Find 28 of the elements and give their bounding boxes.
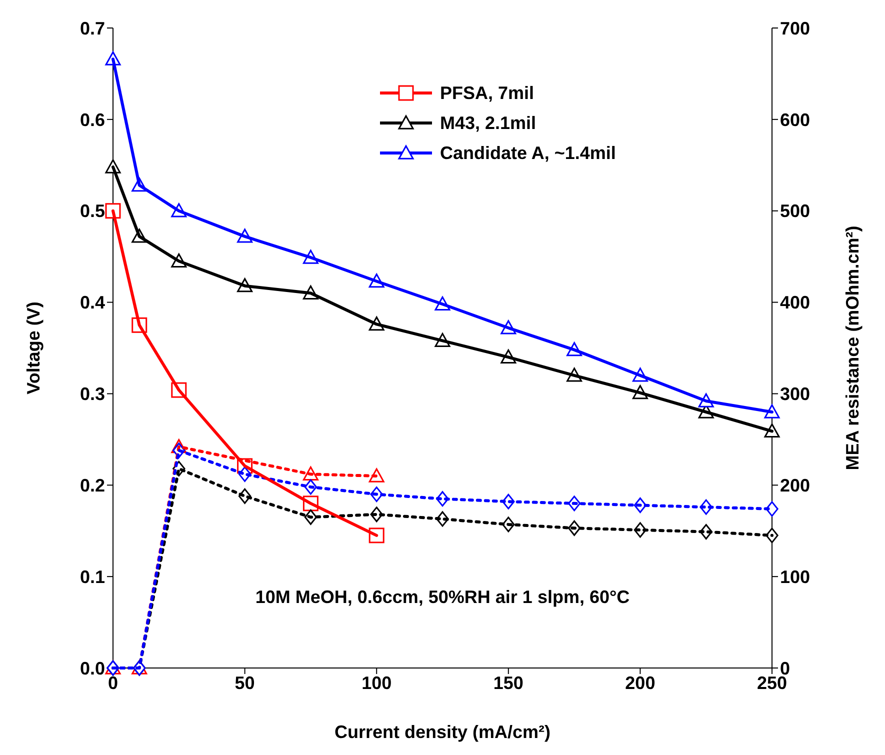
legend-label: Candidate A, ~1.4mil xyxy=(440,142,616,164)
y2-tick-label: 500 xyxy=(780,201,810,222)
y2-tick-label: 200 xyxy=(780,476,810,496)
legend-label: PFSA, 7mil xyxy=(440,82,534,104)
x-axis-title: Current density (mA/cm²) xyxy=(334,722,551,742)
x-tick-label: 150 xyxy=(493,672,524,693)
x-tick-label: 200 xyxy=(625,672,656,693)
y-tick-label: 0.4 xyxy=(80,292,105,313)
point xyxy=(766,501,778,517)
x-tick-label: 100 xyxy=(362,672,392,693)
y-tick-label: 0.5 xyxy=(80,201,105,222)
y-tick-label: 0.6 xyxy=(80,110,105,130)
x-tick-label: 50 xyxy=(234,672,255,693)
y-tick-label: 0.3 xyxy=(80,384,105,404)
y2-tick-label: 700 xyxy=(780,18,810,38)
y2-tick-label: 100 xyxy=(780,566,810,587)
y-tick-label: 0.2 xyxy=(80,476,105,496)
y-axis-title: Voltage (V) xyxy=(23,302,44,394)
y-tick-label: 0.7 xyxy=(80,18,105,38)
y-tick-label: 0.1 xyxy=(80,566,105,587)
legend-label: M43, 2.1mil xyxy=(440,112,536,134)
y2-tick-label: 300 xyxy=(780,384,810,404)
x-tick-label: 0 xyxy=(108,672,118,693)
y2-axis-title: MEA resistance (mOhm.cm²) xyxy=(842,226,862,470)
y2-tick-label: 400 xyxy=(780,292,810,313)
annotation: 10M MeOH, 0.6ccm, 50%RH air 1 slpm, 60°C xyxy=(255,587,630,607)
y-tick-label: 0.0 xyxy=(80,658,105,678)
y2-tick-label: 600 xyxy=(780,110,810,130)
